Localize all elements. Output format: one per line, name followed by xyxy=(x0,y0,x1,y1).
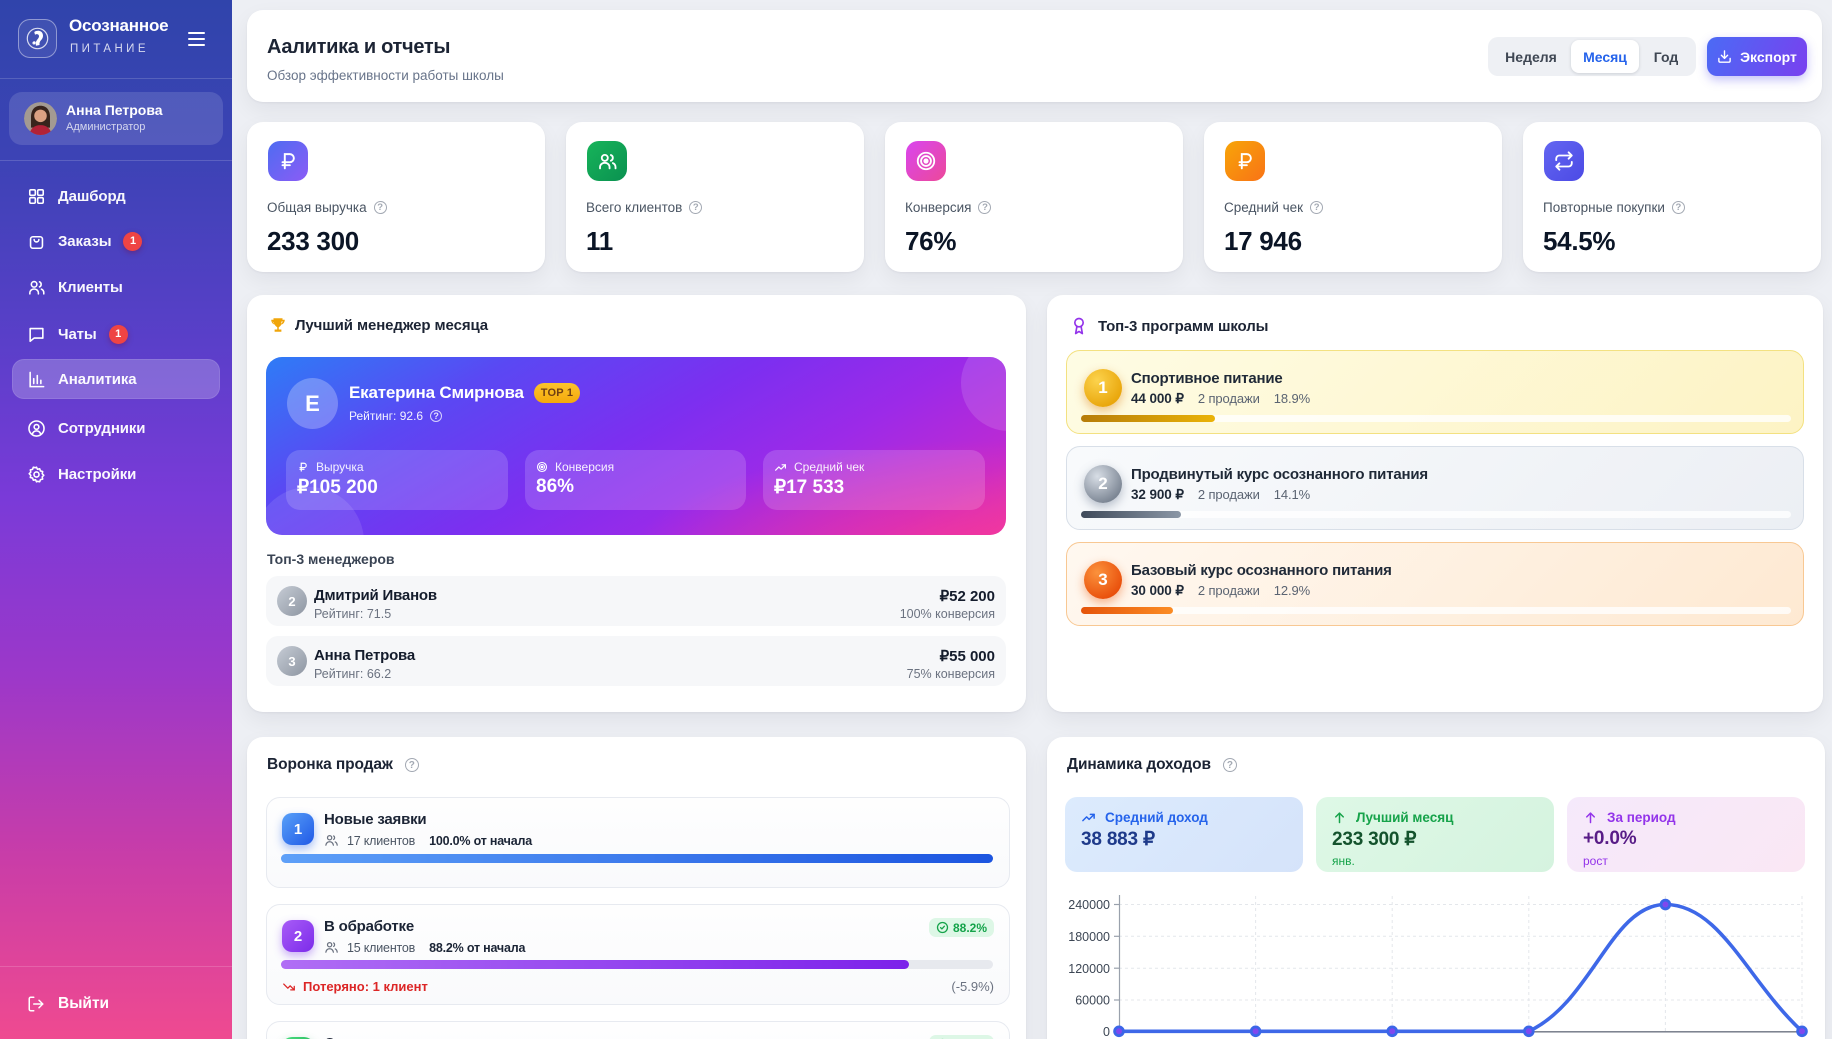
svg-text:180000: 180000 xyxy=(1068,930,1110,944)
svg-text:240000: 240000 xyxy=(1068,898,1110,912)
svg-text:120000: 120000 xyxy=(1068,962,1110,976)
svg-text:янв.: янв. xyxy=(1654,1035,1677,1039)
svg-text:60000: 60000 xyxy=(1075,994,1110,1008)
svg-text:оп: оп xyxy=(32,41,39,47)
svg-text:0: 0 xyxy=(1103,1025,1110,1039)
